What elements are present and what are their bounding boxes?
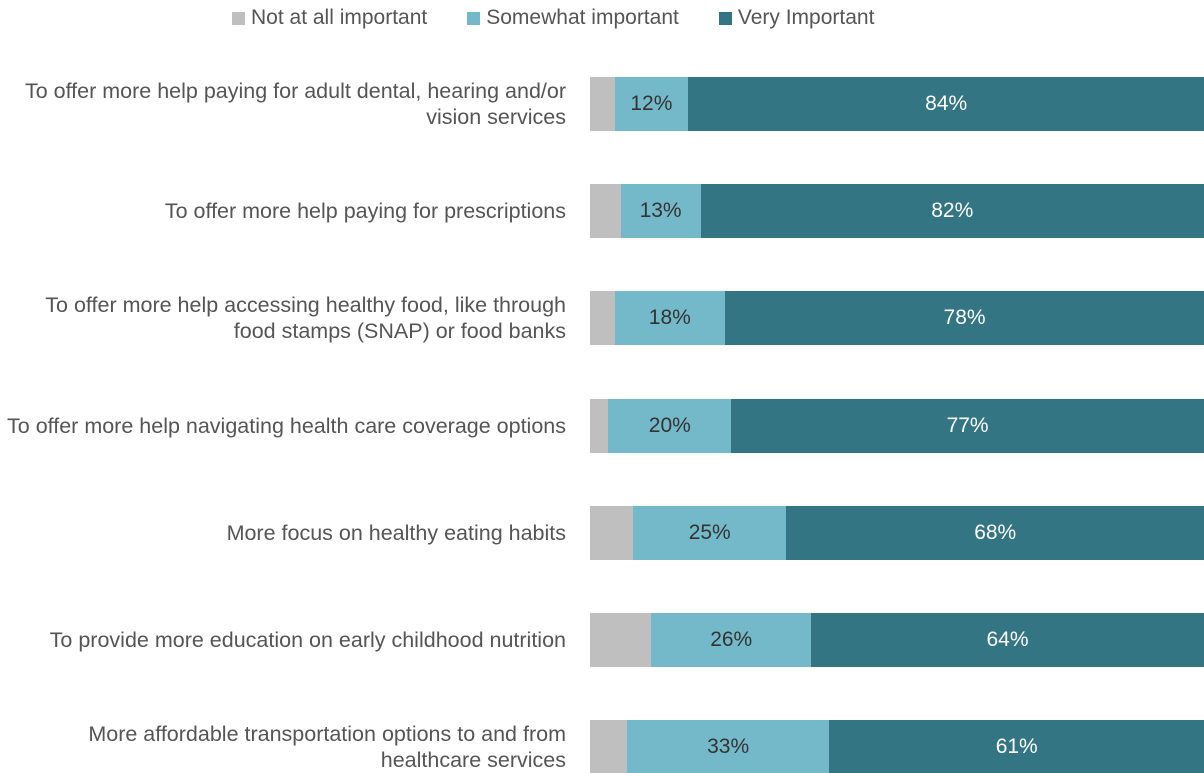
legend-swatch bbox=[467, 11, 481, 25]
value-label: 61% bbox=[995, 735, 1038, 759]
bar-segment bbox=[590, 184, 621, 239]
bar-segment bbox=[725, 291, 1204, 346]
legend-label: Very Important bbox=[737, 6, 875, 29]
value-label: 33% bbox=[707, 735, 750, 759]
value-label: 84% bbox=[925, 92, 968, 115]
bar-segment bbox=[590, 398, 609, 453]
legend-swatch bbox=[718, 11, 732, 25]
bar-segment bbox=[614, 291, 726, 346]
legend-label: Not at all important bbox=[251, 6, 428, 29]
bar-segment bbox=[590, 720, 627, 773]
legend-label: Somewhat important bbox=[486, 6, 679, 29]
bar-segment bbox=[590, 505, 633, 560]
value-label: 68% bbox=[974, 520, 1017, 544]
legend: Not at all important Somewhat important Ve… bbox=[232, 6, 874, 30]
value-label: 12% bbox=[630, 92, 673, 115]
bar-segment bbox=[651, 613, 812, 667]
value-label: 78% bbox=[943, 306, 986, 330]
value-label: 77% bbox=[946, 413, 989, 437]
bar-segment bbox=[829, 720, 1204, 773]
value-label: 13% bbox=[639, 199, 682, 223]
category-label: To provide more education on early child… bbox=[49, 628, 566, 652]
bar-segment bbox=[620, 184, 701, 239]
bar-segment bbox=[811, 613, 1204, 667]
bar-segment bbox=[632, 505, 787, 560]
bar-segment bbox=[731, 398, 1204, 453]
category-label: More affordable transportation options t… bbox=[88, 722, 566, 773]
bar-segment bbox=[700, 184, 1204, 239]
bar-segment bbox=[608, 398, 732, 453]
legend-item: Somewhat important bbox=[467, 6, 679, 30]
bar-segment bbox=[786, 505, 1204, 560]
category-label: To offer more help navigating health car… bbox=[7, 413, 566, 438]
legend-item: Very Important bbox=[718, 6, 875, 30]
bar-segment bbox=[688, 77, 1204, 131]
bar-segment bbox=[626, 720, 830, 773]
category-label: To offer more help accessing healthy foo… bbox=[45, 293, 566, 344]
category-label: To offer more help paying for adult dent… bbox=[24, 79, 566, 129]
legend-swatch bbox=[232, 11, 245, 25]
value-label: 64% bbox=[986, 628, 1029, 651]
category-label: To offer more help paying for prescripti… bbox=[164, 199, 566, 224]
value-label: 26% bbox=[710, 628, 753, 651]
category-label: More focus on healthy eating habits bbox=[226, 520, 566, 545]
bar-segment bbox=[614, 77, 689, 131]
value-label: 82% bbox=[931, 199, 974, 223]
bar-segment bbox=[590, 613, 652, 667]
value-label: 25% bbox=[688, 520, 731, 544]
legend-item: Not at all important bbox=[232, 6, 427, 30]
bar-segment bbox=[590, 77, 615, 131]
bar-segment bbox=[590, 291, 615, 346]
value-label: 20% bbox=[648, 413, 691, 437]
value-label: 18% bbox=[648, 306, 691, 330]
